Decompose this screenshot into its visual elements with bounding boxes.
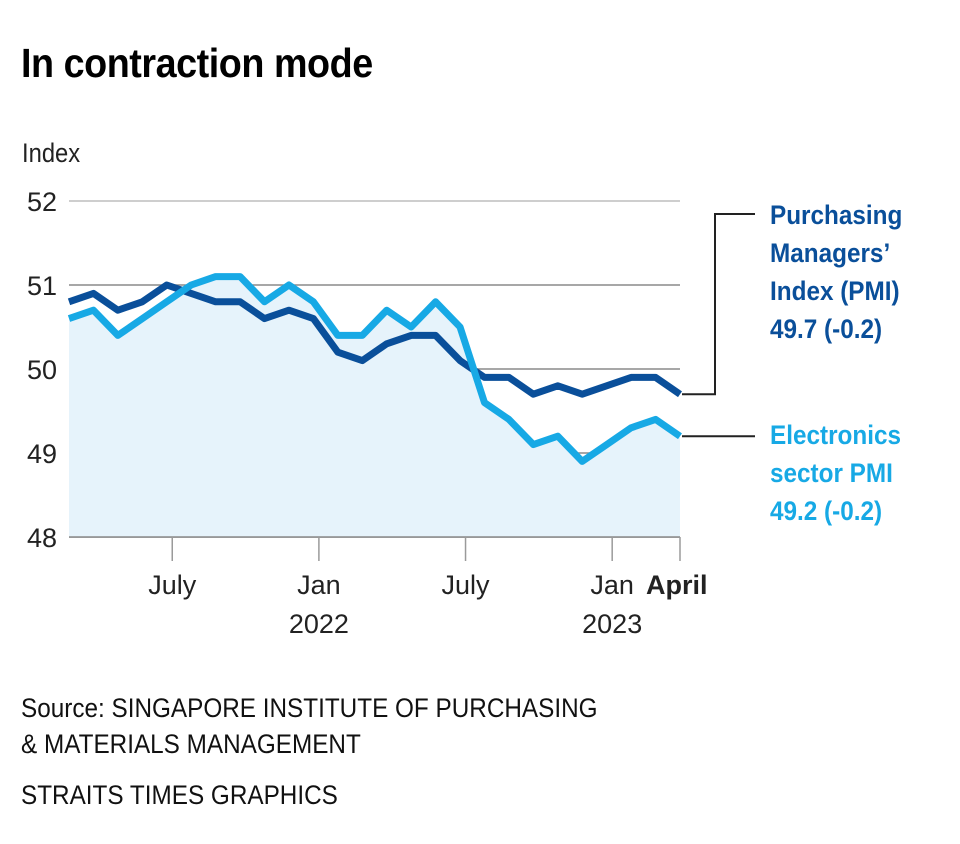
legend-pmi-line-2: Managers’ bbox=[770, 238, 891, 268]
legend-pmi-line-3: Index (PMI) bbox=[770, 276, 900, 306]
x-tick-label: Jan bbox=[590, 570, 634, 600]
y-tick-label: 50 bbox=[27, 355, 57, 385]
y-tick-label: 49 bbox=[27, 439, 57, 469]
legend-electronics: Electronics sector PMI 49.2 (-0.2) bbox=[770, 416, 901, 530]
x-tick-label: July bbox=[148, 570, 197, 600]
electronics-pmi-line bbox=[67, 273, 682, 465]
legend-electronics-value: 49.2 (-0.2) bbox=[770, 496, 883, 526]
legend-pmi-line-1: Purchasing bbox=[770, 200, 903, 230]
legend-electronics-line-1: Electronics bbox=[770, 420, 902, 450]
legend-electronics-line-2: sector PMI bbox=[770, 458, 893, 488]
pmi-leader-line bbox=[682, 213, 755, 396]
x-tick-label: Jan bbox=[297, 570, 341, 600]
x-tick-year-label: 2023 bbox=[582, 609, 642, 639]
legend-pmi: Purchasing Managers’ Index (PMI) 49.7 (-… bbox=[770, 196, 902, 348]
electronics-area-fill bbox=[69, 276, 680, 537]
legend-pmi-value: 49.7 (-0.2) bbox=[770, 314, 883, 344]
y-axis-ticks: 52 51 50 49 48 bbox=[27, 187, 57, 553]
x-tick-year-label: 2022 bbox=[289, 609, 349, 639]
source-note: Source: SINGAPORE INSTITUTE OF PURCHASIN… bbox=[21, 690, 598, 762]
x-tick-label: July bbox=[442, 570, 491, 600]
y-tick-label: 52 bbox=[27, 187, 57, 217]
x-tick-label: April bbox=[646, 570, 708, 600]
y-tick-label: 48 bbox=[27, 523, 57, 553]
y-axis-label: Index bbox=[22, 138, 81, 168]
pmi-line bbox=[67, 281, 682, 398]
graphics-credit: STRAITS TIMES GRAPHICS bbox=[21, 780, 338, 810]
legend-leader-lines bbox=[682, 213, 755, 438]
source-line-1: Source: SINGAPORE INSTITUTE OF PURCHASIN… bbox=[21, 693, 598, 723]
y-tick-label: 51 bbox=[27, 271, 57, 301]
chart-title: In contraction mode bbox=[21, 40, 373, 86]
source-line-2: & MATERIALS MANAGEMENT bbox=[21, 729, 361, 759]
